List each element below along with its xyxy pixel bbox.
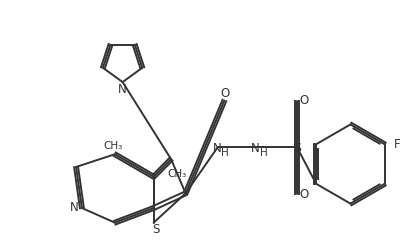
Text: H: H: [259, 148, 267, 158]
Text: F: F: [392, 138, 399, 151]
Text: N: N: [212, 142, 220, 155]
Text: H: H: [220, 148, 228, 158]
Text: CH₃: CH₃: [167, 169, 187, 179]
Text: O: O: [299, 188, 308, 201]
Text: S: S: [292, 142, 300, 155]
Text: CH₃: CH₃: [103, 141, 122, 151]
Text: N: N: [251, 142, 259, 155]
Text: N: N: [70, 202, 78, 214]
Text: O: O: [299, 94, 308, 107]
Text: N: N: [118, 83, 127, 96]
Text: O: O: [220, 87, 229, 100]
Text: S: S: [152, 223, 159, 236]
